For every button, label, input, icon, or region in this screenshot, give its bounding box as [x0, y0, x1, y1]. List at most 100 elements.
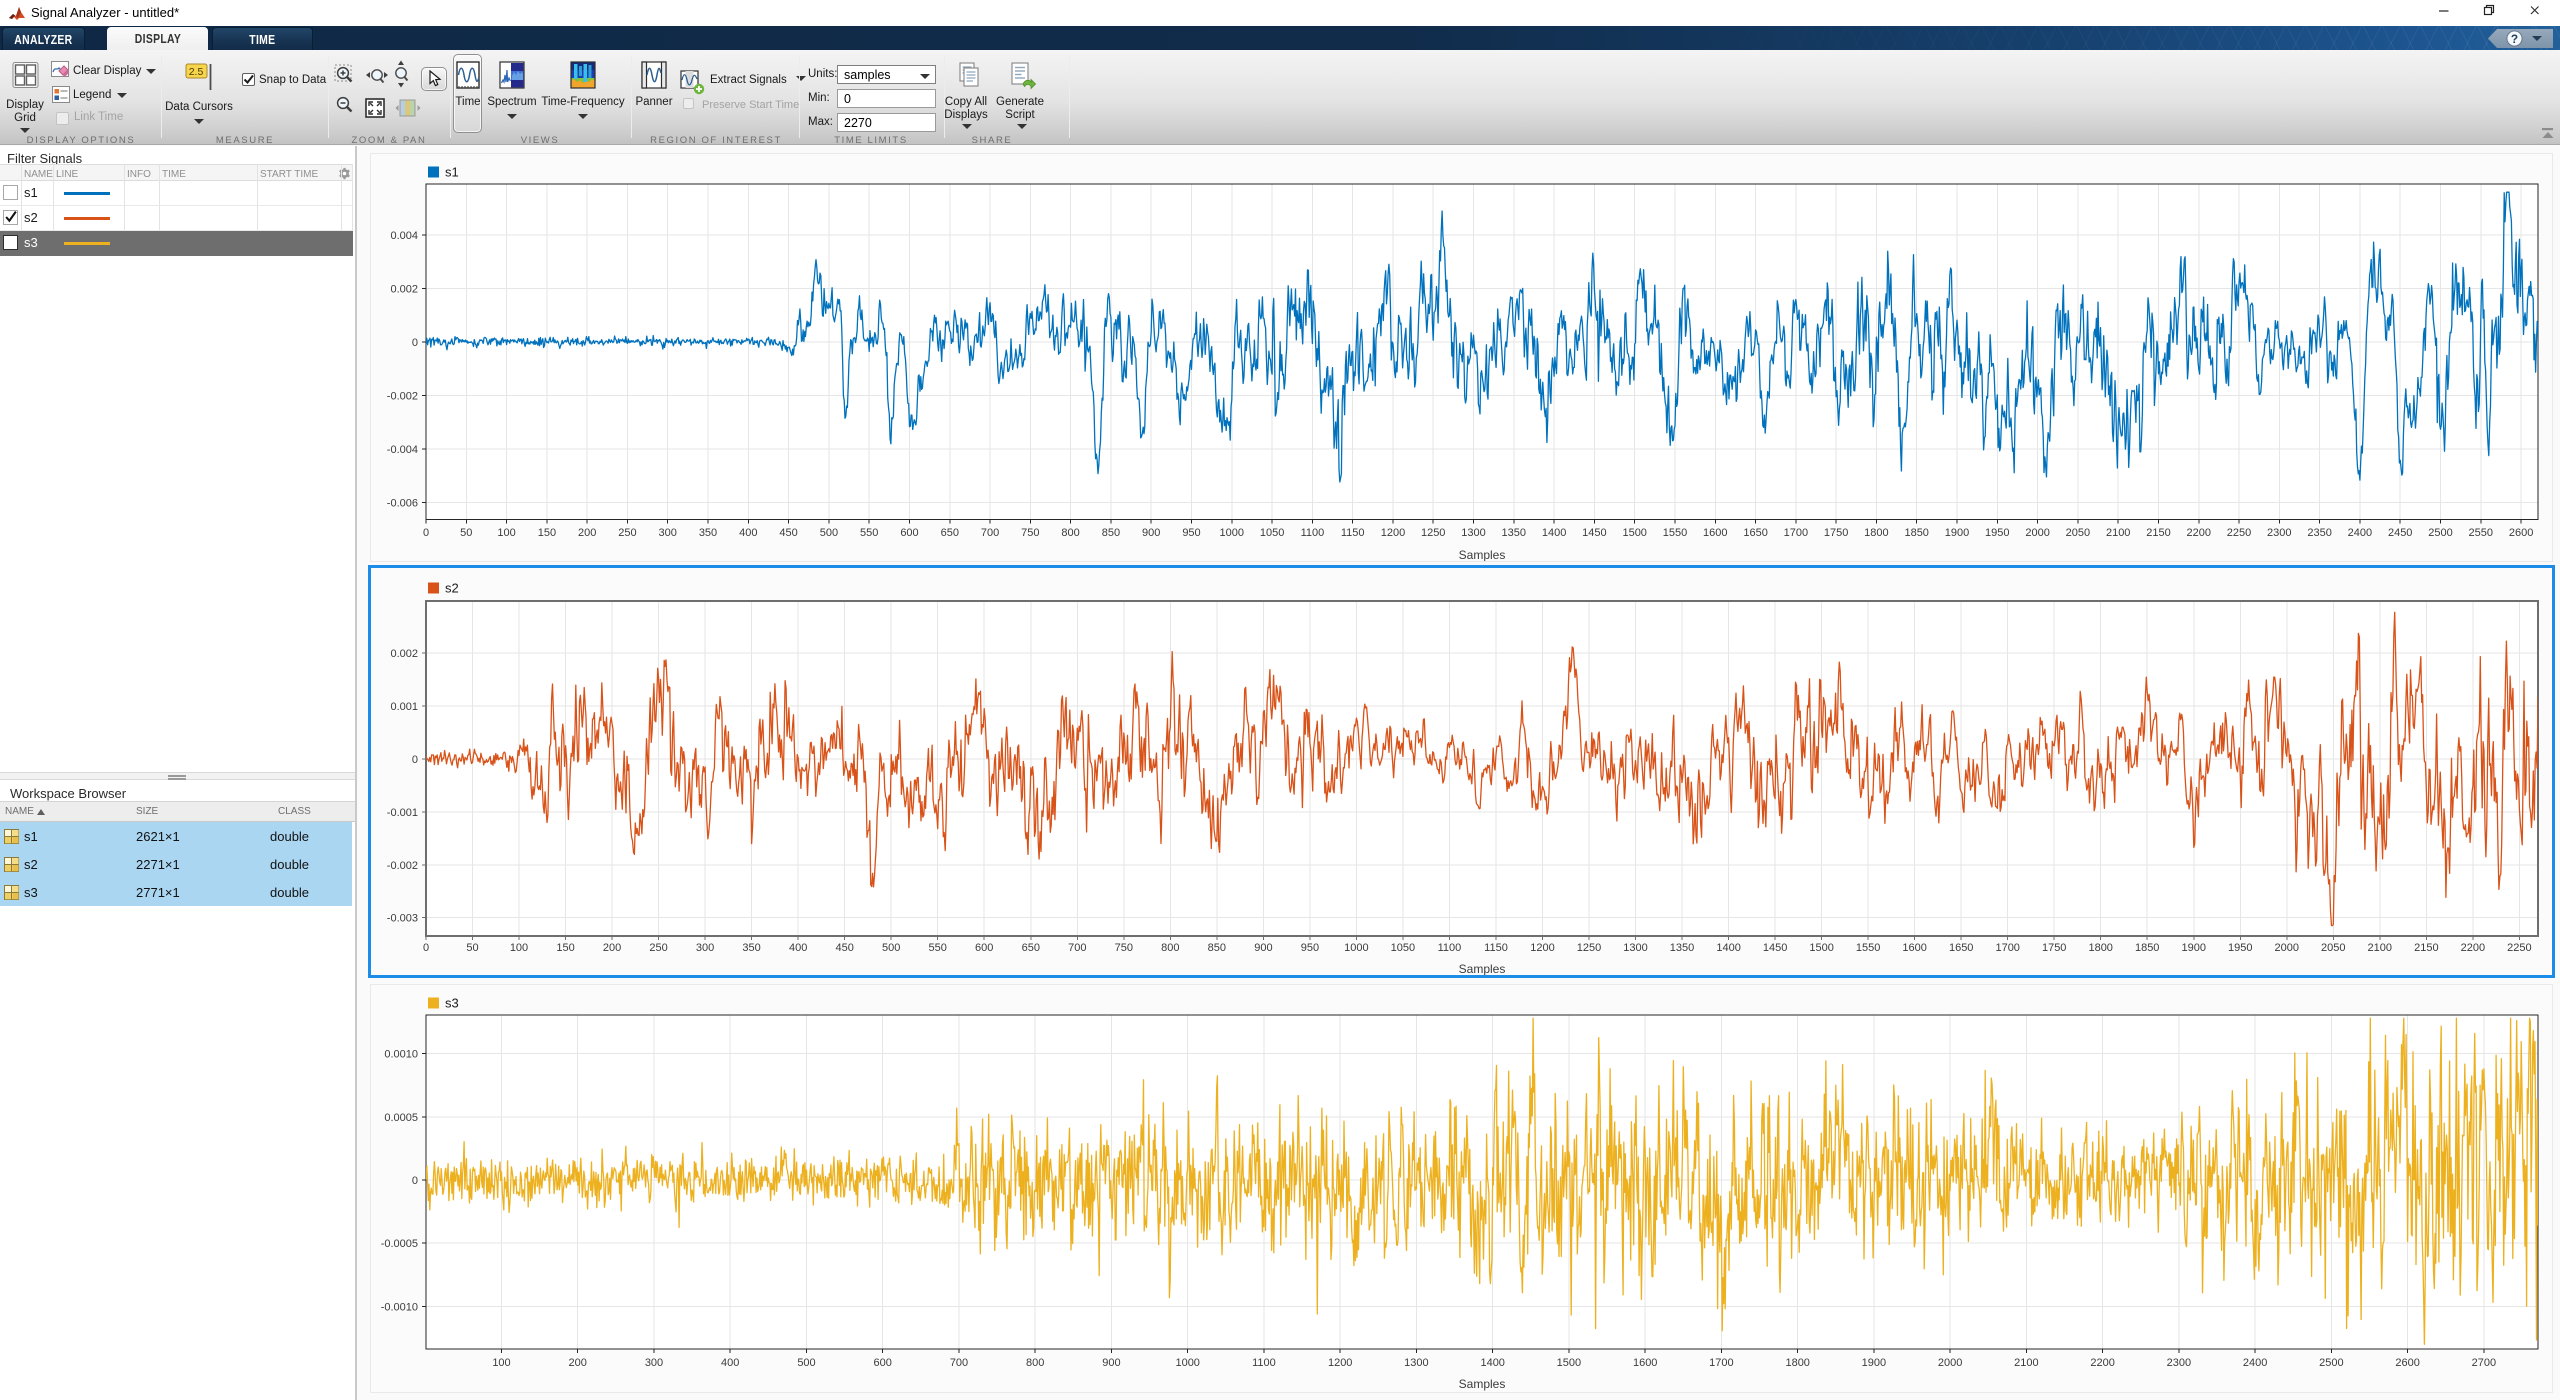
- svg-text:Samples: Samples: [1459, 1377, 1506, 1391]
- svg-text:2550: 2550: [2469, 527, 2493, 539]
- svg-text:1200: 1200: [1381, 527, 1405, 539]
- svg-text:2000: 2000: [1938, 1357, 1962, 1369]
- svg-text:1600: 1600: [1902, 942, 1926, 954]
- svg-text:300: 300: [659, 527, 677, 539]
- svg-text:-0.0005: -0.0005: [381, 1238, 418, 1250]
- svg-text:1250: 1250: [1421, 527, 1445, 539]
- svg-text:1550: 1550: [1663, 527, 1687, 539]
- svg-text:1100: 1100: [1252, 1357, 1276, 1369]
- svg-text:450: 450: [779, 527, 797, 539]
- svg-text:1950: 1950: [1985, 527, 2009, 539]
- svg-text:350: 350: [742, 942, 760, 954]
- svg-text:-0.002: -0.002: [387, 860, 418, 872]
- svg-text:2.5: 2.5: [189, 66, 204, 78]
- svg-text:750: 750: [1021, 527, 1039, 539]
- svg-text:2400: 2400: [2348, 527, 2372, 539]
- svg-text:1100: 1100: [1438, 942, 1462, 954]
- svg-text:2500: 2500: [2319, 1357, 2343, 1369]
- svg-text:2050: 2050: [2066, 527, 2090, 539]
- svg-text:400: 400: [721, 1357, 739, 1369]
- svg-text:1450: 1450: [1763, 942, 1787, 954]
- svg-text:950: 950: [1301, 942, 1319, 954]
- svg-text:850: 850: [1102, 527, 1120, 539]
- svg-text:50: 50: [460, 527, 472, 539]
- svg-text:500: 500: [820, 527, 838, 539]
- svg-text:100: 100: [497, 527, 515, 539]
- svg-text:2100: 2100: [2014, 1357, 2038, 1369]
- svg-text:650: 650: [1022, 942, 1040, 954]
- svg-text:900: 900: [1142, 527, 1160, 539]
- svg-text:1350: 1350: [1502, 527, 1526, 539]
- svg-text:2600: 2600: [2509, 527, 2533, 539]
- svg-text:300: 300: [645, 1357, 663, 1369]
- svg-text:1200: 1200: [1328, 1357, 1352, 1369]
- svg-text:450: 450: [836, 942, 854, 954]
- svg-text:2150: 2150: [2414, 942, 2438, 954]
- svg-text:0: 0: [412, 337, 418, 349]
- svg-text:2350: 2350: [2307, 527, 2331, 539]
- svg-text:200: 200: [569, 1357, 587, 1369]
- svg-text:1000: 1000: [1220, 527, 1244, 539]
- svg-text:2100: 2100: [2368, 942, 2392, 954]
- svg-text:1300: 1300: [1623, 942, 1647, 954]
- svg-text:400: 400: [789, 942, 807, 954]
- svg-text:150: 150: [538, 527, 556, 539]
- svg-text:1700: 1700: [1784, 527, 1808, 539]
- svg-text:s1: s1: [445, 165, 459, 180]
- svg-text:2400: 2400: [2243, 1357, 2267, 1369]
- svg-text:2250: 2250: [2507, 942, 2531, 954]
- svg-text:1950: 1950: [2228, 942, 2252, 954]
- svg-text:0.002: 0.002: [390, 284, 418, 296]
- svg-text:2300: 2300: [2267, 527, 2291, 539]
- svg-text:800: 800: [1026, 1357, 1044, 1369]
- svg-text:2000: 2000: [2275, 942, 2299, 954]
- svg-text:-0.001: -0.001: [387, 807, 418, 819]
- svg-text:2300: 2300: [2167, 1357, 2191, 1369]
- svg-text:1750: 1750: [2042, 942, 2066, 954]
- svg-text:-0.003: -0.003: [387, 913, 418, 925]
- svg-text:150: 150: [556, 942, 574, 954]
- svg-text:1900: 1900: [1945, 527, 1969, 539]
- svg-text:250: 250: [618, 527, 636, 539]
- svg-text:s3: s3: [445, 996, 459, 1011]
- svg-text:850: 850: [1208, 942, 1226, 954]
- svg-text:Samples: Samples: [1459, 962, 1506, 975]
- svg-text:?: ?: [2511, 32, 2518, 46]
- svg-text:1750: 1750: [1824, 527, 1848, 539]
- svg-text:2200: 2200: [2461, 942, 2485, 954]
- svg-text:0: 0: [423, 942, 429, 954]
- svg-text:100: 100: [492, 1357, 510, 1369]
- svg-text:2700: 2700: [2472, 1357, 2496, 1369]
- svg-text:1050: 1050: [1391, 942, 1415, 954]
- svg-text:1050: 1050: [1260, 527, 1284, 539]
- svg-text:1100: 1100: [1301, 527, 1325, 539]
- svg-text:400: 400: [739, 527, 757, 539]
- svg-text:550: 550: [929, 942, 947, 954]
- svg-text:0.002: 0.002: [390, 648, 418, 660]
- svg-text:600: 600: [975, 942, 993, 954]
- svg-text:1350: 1350: [1670, 942, 1694, 954]
- svg-text:900: 900: [1102, 1357, 1120, 1369]
- svg-text:2100: 2100: [2106, 527, 2130, 539]
- svg-text:600: 600: [900, 527, 918, 539]
- svg-text:550: 550: [860, 527, 878, 539]
- svg-text:1000: 1000: [1175, 1357, 1199, 1369]
- svg-text:1550: 1550: [1856, 942, 1880, 954]
- svg-text:0: 0: [423, 527, 429, 539]
- svg-text:2600: 2600: [2395, 1357, 2419, 1369]
- svg-text:1250: 1250: [1577, 942, 1601, 954]
- svg-text:1900: 1900: [1862, 1357, 1886, 1369]
- svg-text:-0.006: -0.006: [387, 498, 418, 510]
- svg-text:0.004: 0.004: [390, 230, 418, 242]
- svg-text:50: 50: [466, 942, 478, 954]
- svg-text:950: 950: [1182, 527, 1200, 539]
- svg-text:2250: 2250: [2227, 527, 2251, 539]
- svg-text:1200: 1200: [1530, 942, 1554, 954]
- svg-text:750: 750: [1115, 942, 1133, 954]
- svg-text:1650: 1650: [1949, 942, 1973, 954]
- svg-text:1500: 1500: [1809, 942, 1833, 954]
- svg-text:500: 500: [797, 1357, 815, 1369]
- svg-text:1300: 1300: [1404, 1357, 1428, 1369]
- svg-text:800: 800: [1061, 527, 1079, 539]
- svg-text:600: 600: [874, 1357, 892, 1369]
